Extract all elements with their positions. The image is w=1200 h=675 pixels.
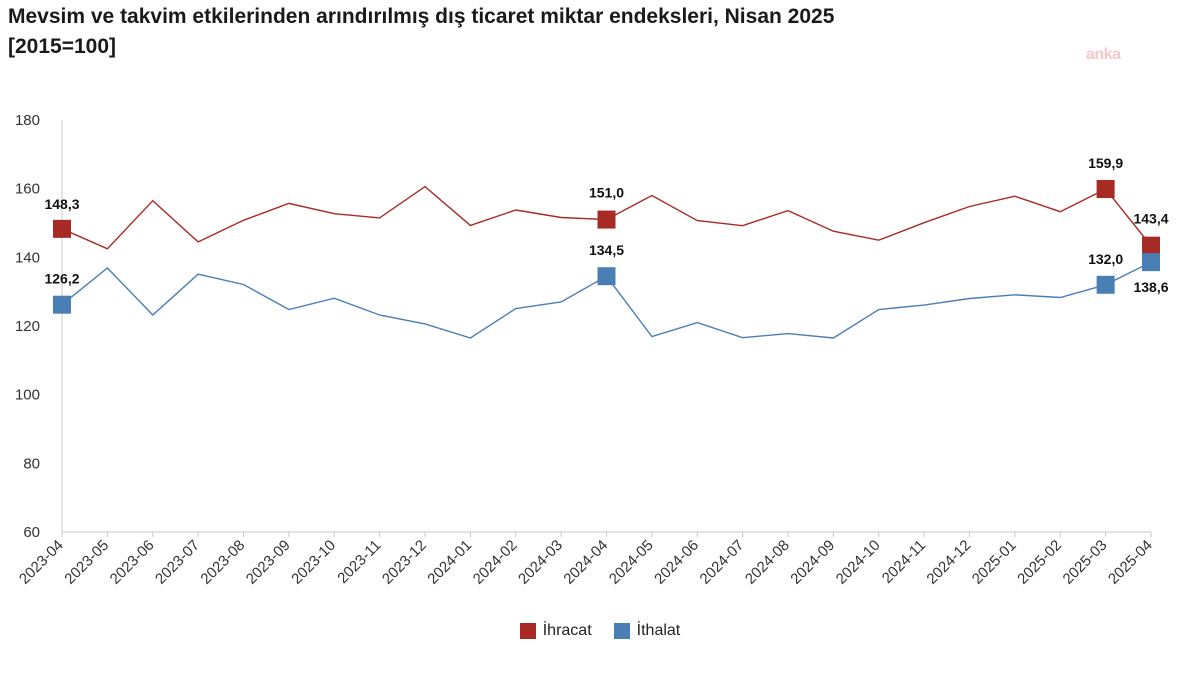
chart-legend: İhracat İthalat (0, 622, 1200, 640)
x-tick-label: 2024-09 (787, 537, 838, 588)
data-marker-ithalat (597, 267, 616, 286)
x-tick-label: 2025-04 (1105, 537, 1156, 588)
legend-swatch-ithalat (613, 623, 630, 639)
data-marker-ihracat (1142, 236, 1160, 255)
legend-item-ithalat[interactable]: İthalat (613, 622, 681, 640)
legend-label-ihracat: İhracat (542, 622, 592, 639)
data-marker-ihracat (1096, 180, 1115, 199)
data-marker-ihracat (53, 219, 71, 238)
x-tick-label: 2023-06 (107, 537, 158, 588)
x-tick-label: 2024-11 (879, 537, 929, 587)
watermark-logo: anka (1086, 46, 1121, 63)
data-marker-ithalat (1096, 275, 1115, 294)
x-tick-label: 2023-11 (334, 537, 384, 587)
x-tick-label: 2023-05 (61, 537, 112, 588)
data-label-ihracat: 148,3 (44, 196, 79, 212)
x-tick-label: 2023-10 (288, 537, 339, 588)
y-tick-label: 100 (15, 387, 40, 404)
legend-item-ihracat[interactable]: İhracat (519, 622, 592, 640)
x-tick-label: 2024-03 (515, 537, 566, 588)
data-marker-ithalat (1142, 253, 1160, 272)
x-tick-label: 2023-08 (197, 537, 248, 588)
x-tick-label: 2025-01 (969, 537, 1020, 588)
y-tick-label: 120 (15, 318, 40, 335)
data-label-ithalat: 126,2 (44, 271, 79, 287)
data-marker-ihracat (597, 210, 616, 229)
legend-label-ithalat: İthalat (636, 622, 681, 639)
x-tick-label: 2025-03 (1059, 537, 1110, 588)
legend-swatch-ihracat (519, 623, 536, 639)
x-tick-label: 2023-07 (152, 537, 203, 588)
x-tick-label: 2024-02 (470, 537, 521, 588)
x-tick-label: 2024-12 (923, 537, 974, 588)
x-tick-label: 2024-06 (651, 537, 702, 588)
x-tick-label: 2024-05 (606, 537, 657, 588)
data-label-ihracat: 159,9 (1088, 155, 1123, 171)
chart-title-line1: Mevsim ve takvim etkilerinden arındırılm… (8, 5, 835, 28)
data-label-ihracat: 143,4 (1133, 211, 1168, 227)
data-label-ithalat: 138,6 (1133, 279, 1168, 295)
y-tick-label: 180 (15, 112, 40, 129)
data-label-ihracat: 151,0 (589, 185, 624, 201)
data-label-ithalat: 132,0 (1088, 251, 1123, 267)
x-tick-label: 2024-07 (696, 537, 747, 588)
data-label-ithalat: 134,5 (589, 242, 624, 258)
x-tick-label: 2024-08 (742, 537, 793, 588)
y-tick-label: 80 (23, 455, 40, 472)
x-tick-label: 2024-10 (833, 537, 884, 588)
x-tick-label: 2024-01 (424, 537, 475, 588)
y-tick-label: 60 (23, 524, 40, 541)
chart-title: Mevsim ve takvim etkilerinden arındırılm… (8, 2, 834, 62)
data-marker-ithalat (53, 295, 71, 314)
x-tick-label: 2023-09 (243, 537, 294, 588)
x-tick-label: 2025-02 (1014, 537, 1065, 588)
x-tick-label: 2024-04 (560, 537, 611, 588)
y-tick-label: 160 (15, 181, 40, 198)
chart-title-line2: [2015=100] (8, 35, 117, 58)
y-tick-label: 140 (15, 249, 40, 266)
x-tick-label: 2023-04 (16, 537, 67, 588)
x-tick-label: 2023-12 (379, 537, 430, 588)
